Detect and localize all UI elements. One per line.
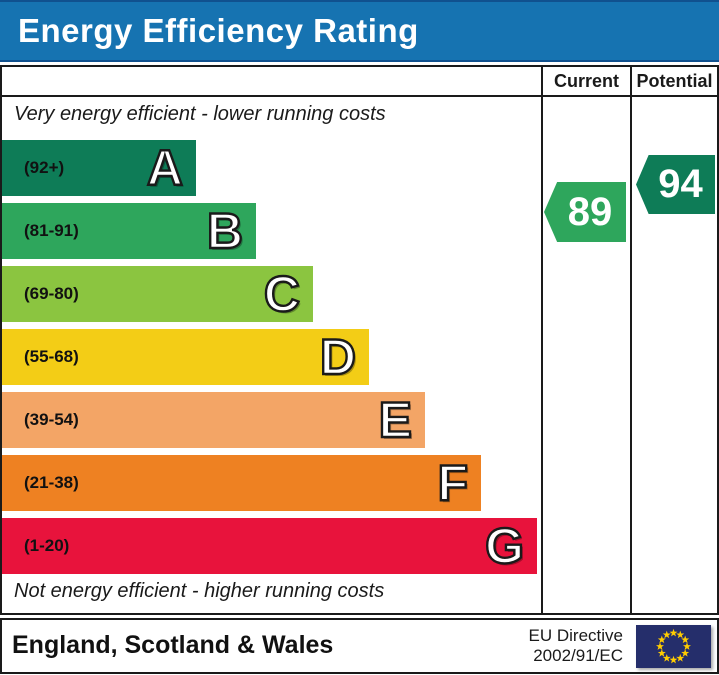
band-row-c: (69-80) C xyxy=(2,265,313,323)
potential-rating-arrow: 94 xyxy=(636,155,715,214)
band-row-b: (81-91) B xyxy=(2,202,256,260)
current-rating-value: 89 xyxy=(567,189,613,234)
band-letter-label: D xyxy=(319,328,358,386)
potential-column-divider xyxy=(630,67,632,613)
title-bar: Energy Efficiency Rating xyxy=(0,0,719,62)
band-row-d: (55-68) D xyxy=(2,328,369,386)
potential-rating-value: 94 xyxy=(658,162,703,206)
bottom-scale-note: Not energy efficient - higher running co… xyxy=(14,580,385,602)
band-row-a: (92+) A xyxy=(2,139,196,197)
band-letter-label: G xyxy=(484,517,525,575)
top-scale-note: Very energy efficient - lower running co… xyxy=(14,103,386,125)
table-header-row xyxy=(2,67,717,97)
potential-column-header: Potential xyxy=(636,71,713,91)
band-row-f: (21-38) F xyxy=(2,454,481,512)
band-range-label: (39-54) xyxy=(24,410,79,429)
page-title: Energy Efficiency Rating xyxy=(18,12,419,49)
eu-directive-line2: 2002/91/EC xyxy=(533,646,623,665)
eu-directive-line1: EU Directive xyxy=(528,626,623,645)
band-letter-label: B xyxy=(206,202,245,260)
region-label: England, Scotland & Wales xyxy=(12,631,334,659)
band-range-label: (92+) xyxy=(24,158,65,177)
band-row-g: (1-20) G xyxy=(2,517,537,575)
band-letter-label: C xyxy=(263,265,302,323)
eu-directive-label: EU Directive 2002/91/EC xyxy=(529,626,623,666)
eu-flag-icon xyxy=(636,625,711,668)
current-rating-arrow: 89 xyxy=(544,182,626,242)
band-letter-label: F xyxy=(436,454,469,512)
current-column-divider xyxy=(541,67,543,613)
footer-bar: England, Scotland & Wales EU Directive 2… xyxy=(0,618,719,674)
band-row-e: (39-54) E xyxy=(2,391,425,449)
current-column-header: Current xyxy=(553,71,619,91)
band-range-label: (69-80) xyxy=(24,284,79,303)
band-letter-label: A xyxy=(146,139,185,197)
band-range-label: (1-20) xyxy=(24,536,70,555)
band-letter-label: E xyxy=(377,391,413,449)
band-range-label: (81-91) xyxy=(24,221,79,240)
band-range-label: (21-38) xyxy=(24,473,79,492)
rating-table: Current Potential Very energy efficient … xyxy=(0,65,719,615)
band-range-label: (55-68) xyxy=(24,347,79,366)
